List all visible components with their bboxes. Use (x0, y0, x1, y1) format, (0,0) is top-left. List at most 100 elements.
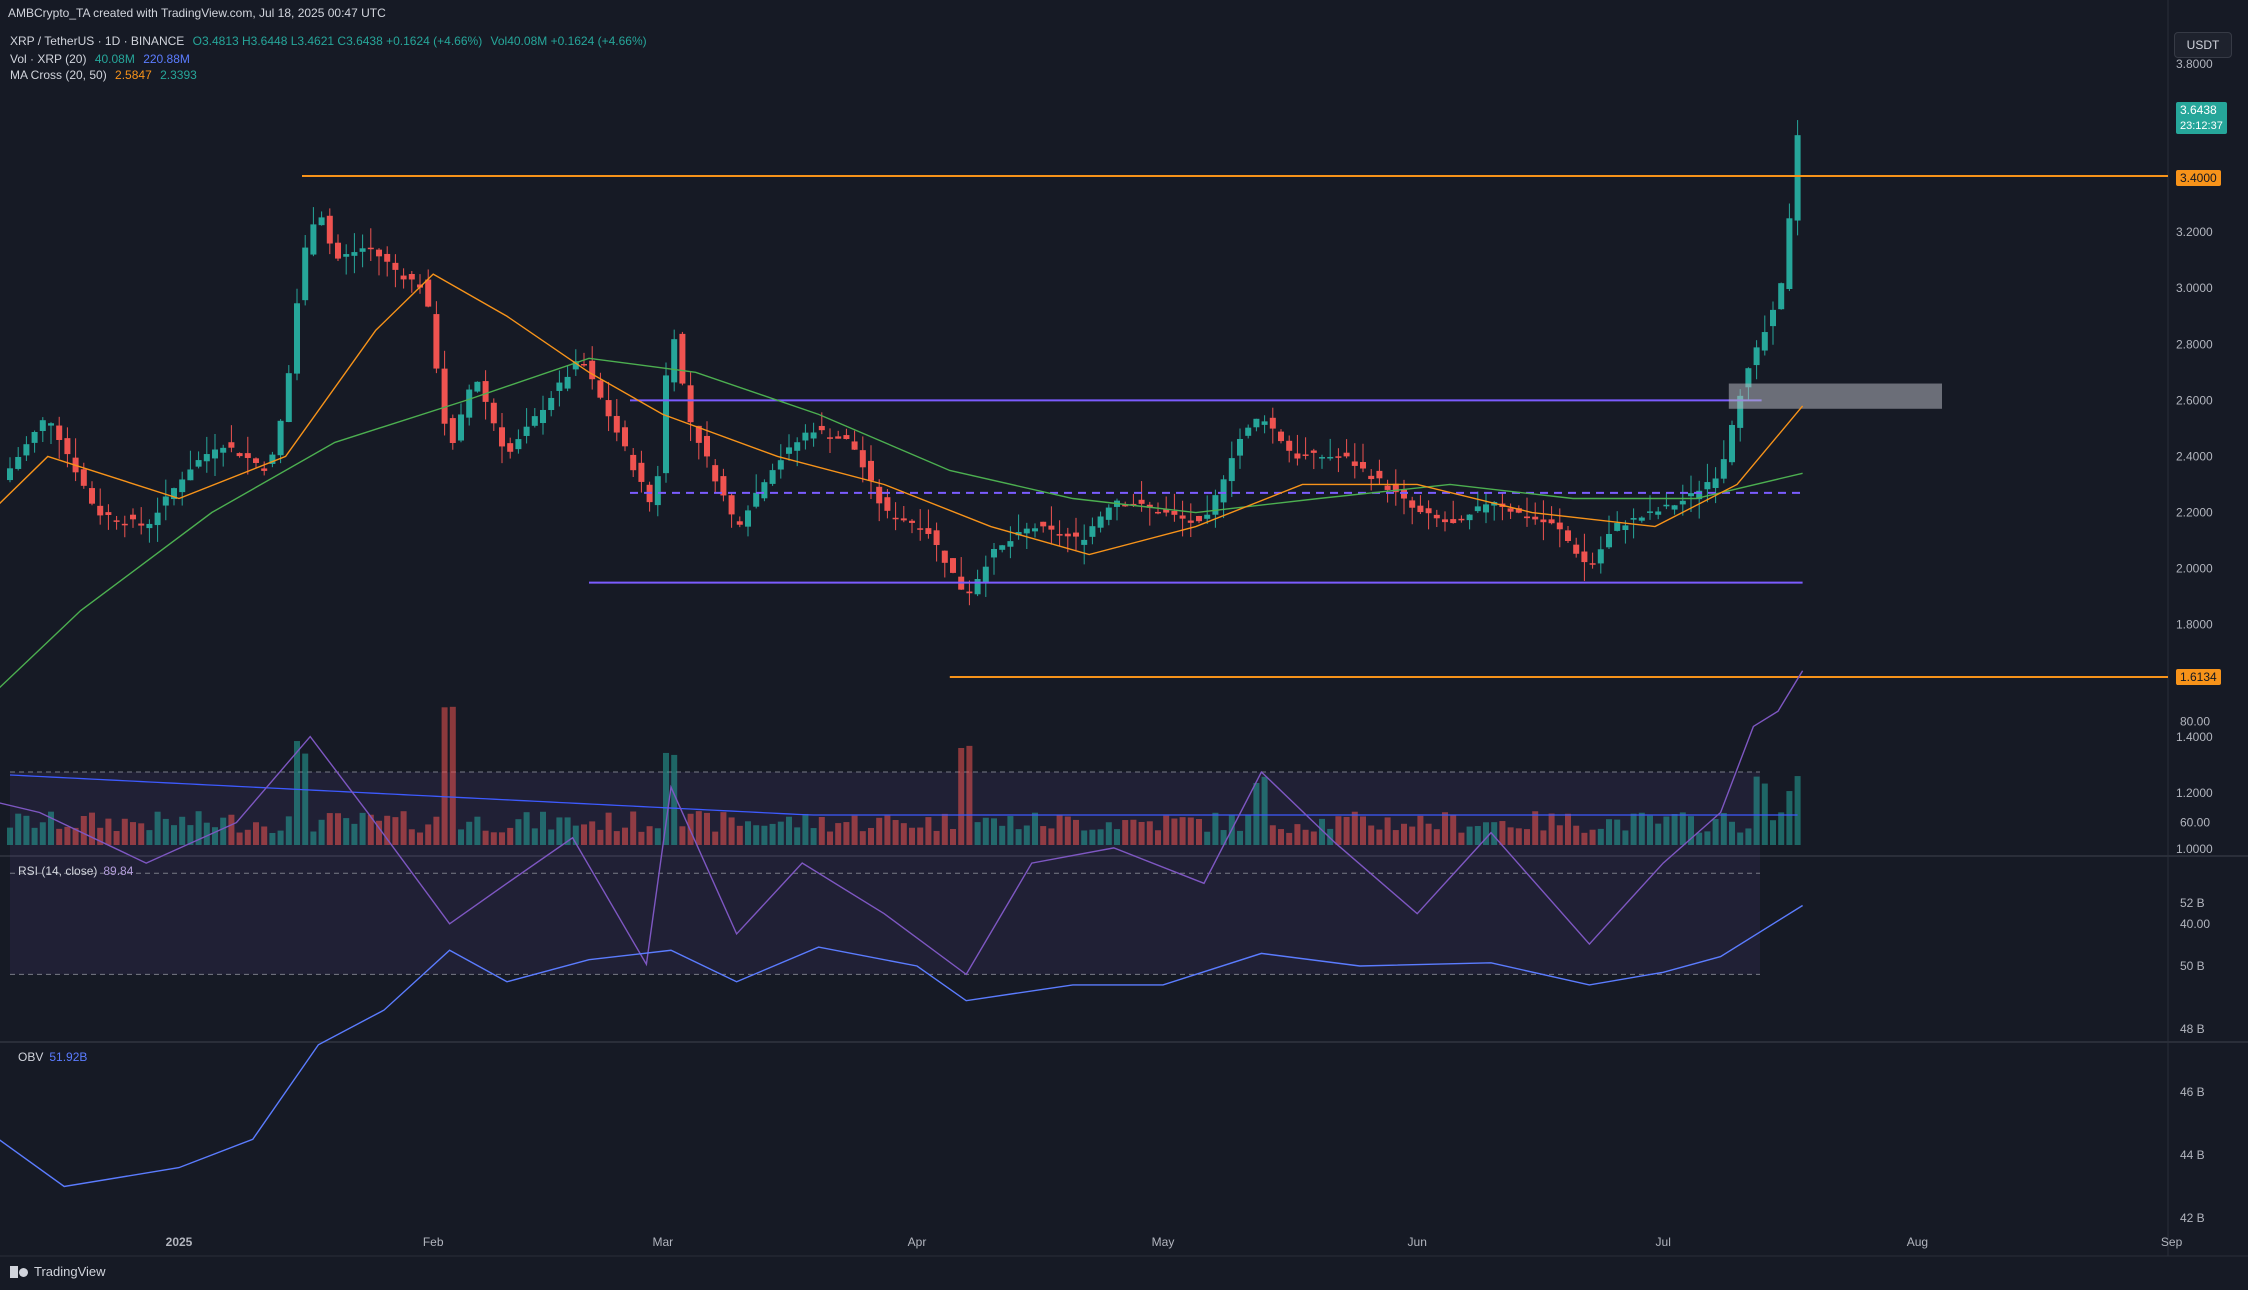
volume-bar (72, 827, 79, 845)
candle-body (1663, 504, 1670, 507)
candle-body (203, 454, 210, 462)
candle-body (89, 488, 95, 504)
volume-bar (892, 820, 899, 845)
volume-bar (581, 824, 587, 845)
time-tick-label: Sep (2161, 1235, 2183, 1249)
candle-body (121, 523, 128, 526)
volume-legend[interactable]: Vol · XRP (20) 40.08M 220.88M (10, 52, 195, 66)
volume-bar (105, 818, 112, 845)
ma50-value: 2.3393 (160, 68, 197, 82)
volume-bar (64, 826, 71, 845)
candle-body (1146, 504, 1153, 508)
volume-bar (876, 817, 883, 845)
volume-bar (1351, 811, 1358, 845)
volume-bar (1130, 819, 1137, 845)
volume-bar (1606, 819, 1612, 845)
volume-bar (277, 830, 284, 845)
volume-bar (228, 814, 235, 845)
volume-bar (1237, 830, 1243, 845)
volume-bar (1081, 830, 1088, 845)
volume-bar (1294, 824, 1301, 845)
candle-body (572, 361, 579, 370)
obv-legend[interactable]: OBV 51.92B (18, 1050, 87, 1064)
candle-body (1220, 479, 1227, 503)
volume-bar (121, 818, 128, 845)
volume-bar (285, 816, 292, 845)
candle-body (162, 496, 169, 506)
volume-bar (441, 707, 448, 845)
candle-body (1786, 218, 1793, 289)
volume-bar (1417, 815, 1424, 845)
candle-body (1401, 489, 1407, 499)
candle-body (80, 469, 87, 486)
volume-bar (1335, 816, 1342, 845)
candle-body (1630, 518, 1637, 520)
volume-bar (1425, 823, 1432, 845)
rsi-label: RSI (14, close) (18, 864, 98, 878)
candle-body (597, 380, 604, 398)
candle-body (1622, 525, 1629, 531)
candle-body (130, 514, 136, 520)
currency-selector-button[interactable]: USDT (2174, 32, 2232, 58)
obv-line (0, 904, 1803, 1188)
time-tick-label: 2025 (166, 1235, 193, 1249)
candle-body (1089, 526, 1096, 537)
price-tick-label: 2.0000 (2176, 562, 2213, 576)
volume-bar (1204, 831, 1211, 845)
candle-body (1376, 470, 1383, 479)
obv-tick-label: 52 B (2180, 896, 2205, 910)
volume-bar (1220, 830, 1227, 845)
candle-body (244, 453, 251, 458)
volume-bar (220, 817, 227, 845)
ma-cross-legend[interactable]: MA Cross (20, 50) 2.5847 2.3393 (10, 68, 202, 82)
candle-body (687, 385, 694, 423)
volume-bar (1163, 815, 1170, 845)
candle-body (1138, 499, 1145, 504)
volume-bar (1647, 815, 1653, 845)
candle-body (138, 523, 145, 526)
candle-body (212, 449, 218, 459)
candle-body (1433, 514, 1440, 519)
candle-body (1171, 510, 1178, 515)
symbol-title[interactable]: XRP / TetherUS · 1D · BINANCE (10, 34, 185, 48)
candle-body (1187, 520, 1194, 523)
volume-bar (1269, 825, 1276, 845)
candle-body (695, 425, 702, 443)
volume-bar (433, 816, 440, 845)
candle-body (1466, 514, 1473, 521)
candle-body (523, 426, 530, 436)
tradingview-logo[interactable]: TradingView (10, 1264, 106, 1279)
volume-bar (1007, 816, 1014, 845)
candle-body (794, 442, 801, 451)
rsi-legend[interactable]: RSI (14, close) 89.84 (18, 864, 133, 878)
candle-body (15, 456, 22, 469)
candle-body (417, 284, 423, 288)
candle-body (1360, 462, 1366, 469)
volume-bar (261, 826, 268, 845)
volume-bar (7, 827, 13, 845)
obv-tick-label: 44 B (2180, 1148, 2205, 1162)
candle-body (1064, 533, 1071, 537)
rsi-tick-label: 40.00 (2180, 917, 2210, 931)
volume-bar (589, 821, 596, 845)
obv-tick-label: 50 B (2180, 959, 2205, 973)
candle-body (1712, 478, 1719, 488)
volume-bar (1073, 819, 1079, 845)
volume-bar (1097, 829, 1104, 845)
volume-bar (884, 815, 891, 845)
volume-bar (1171, 818, 1178, 845)
candle-body (933, 530, 940, 546)
candle-body (97, 505, 104, 516)
volume-bar (950, 828, 956, 845)
ohlc-values: O3.4813 H3.6448 L3.4621 C3.6438 +0.1624 … (192, 34, 483, 48)
volume-bar (1114, 829, 1120, 845)
volume-bar (1442, 812, 1448, 845)
time-tick-label: Jun (1408, 1235, 1427, 1249)
candle-body (1745, 368, 1752, 388)
volume-bar (1720, 813, 1727, 845)
candle-body (228, 442, 235, 448)
volume-bar (1122, 820, 1129, 845)
volume-bar (515, 819, 522, 845)
candle-body (974, 579, 981, 595)
